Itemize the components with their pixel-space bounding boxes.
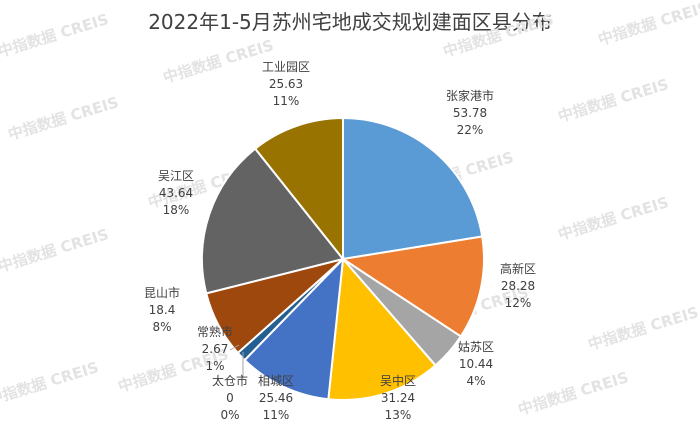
leader-line — [229, 344, 240, 351]
watermark-text: 中指数据 CREIS — [596, 0, 700, 49]
slice-percent-label: 1% — [205, 359, 224, 373]
watermark-text: 中指数据 CREIS — [441, 10, 556, 61]
slice-percent-label: 22% — [457, 123, 484, 137]
slice-percent-label: 11% — [273, 94, 300, 108]
slice-name-label: 姑苏区 — [458, 340, 494, 354]
slice-percent-label: 13% — [385, 408, 412, 422]
watermark-text: 中指数据 CREIS — [0, 358, 101, 409]
pie-slice — [342, 116, 484, 261]
slice-value-label: 0 — [226, 391, 234, 405]
watermark-text: 中指数据 CREIS — [6, 93, 121, 144]
slice-name-label: 张家港市 — [446, 88, 494, 103]
pie-slice — [243, 256, 345, 401]
slice-percent-label: 18% — [163, 203, 190, 217]
pie-slice — [253, 116, 344, 262]
slice-percent-label: 4% — [466, 374, 485, 388]
watermark-text: 中指数据 CREIS — [0, 225, 111, 276]
pie-slice — [201, 147, 345, 295]
slice-value-label: 10.44 — [459, 357, 493, 371]
slice-value-label: 2.67 — [202, 342, 229, 356]
data-labels: 张家港市 53.78 22% 高新区 28.28 12% 姑苏区 10.44 4% 吴中区 31.2… — [144, 60, 536, 422]
slice-value-label: 25.63 — [269, 77, 303, 91]
slice-percent-label: 11% — [263, 408, 290, 422]
watermark-text: 中指数据 CREIS — [556, 75, 671, 126]
pie-slice — [327, 256, 437, 401]
watermark-text: 中指数据 CREIS — [586, 303, 700, 354]
slice-name-label: 太仓市 — [212, 373, 248, 388]
slice-percent-label: 0% — [220, 408, 239, 422]
slice-name-label: 相城区 — [258, 374, 294, 388]
watermark-text: 中指数据 CREIS — [0, 10, 111, 61]
slice-value-label: 18.4 — [149, 303, 176, 317]
chart-title: 2022年1-5月苏州宅地成交规划建面区县分布 — [148, 10, 552, 34]
slice-value-label: 53.78 — [453, 106, 487, 120]
slice-name-label: 常熟市 — [197, 324, 233, 339]
pie-slice — [340, 235, 485, 338]
watermark-text: 中指数据 CREIS — [516, 368, 631, 419]
leader-lines — [229, 344, 244, 378]
slice-value-label: 43.64 — [159, 186, 193, 200]
watermark-text: 中指数据 CREIS — [556, 193, 671, 244]
slice-name-label: 吴中区 — [380, 373, 416, 388]
slice-name-label: 工业园区 — [262, 60, 310, 74]
slice-value-label: 31.24 — [381, 391, 415, 405]
slice-percent-label: 12% — [505, 296, 532, 310]
watermark-text: 中指数据 CREIS — [161, 36, 276, 87]
slice-name-label: 吴江区 — [158, 169, 194, 183]
slice-name-label: 高新区 — [500, 261, 536, 276]
slice-value-label: 25.46 — [259, 391, 293, 405]
pie-slices — [201, 116, 485, 401]
slice-value-label: 28.28 — [501, 279, 535, 293]
slice-percent-label: 8% — [152, 320, 171, 334]
slice-name-label: 昆山市 — [144, 285, 180, 300]
